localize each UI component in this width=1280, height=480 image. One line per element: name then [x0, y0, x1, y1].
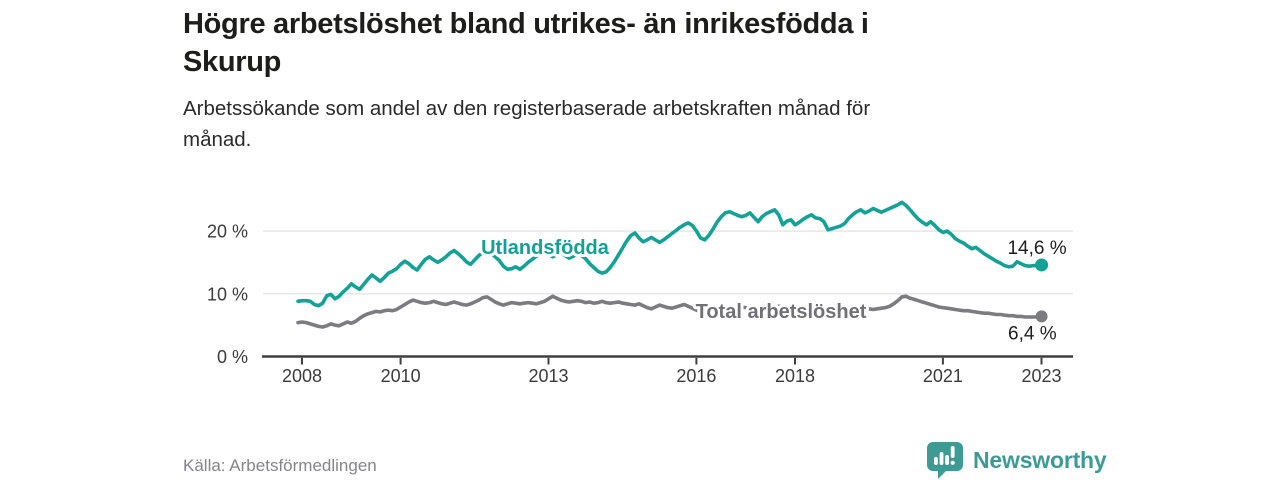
x-tick-label: 2010: [381, 366, 421, 386]
bar-chart-speech-bubble-icon: [926, 441, 964, 479]
page-title: Högre arbetslöshet bland utrikes- än inr…: [183, 8, 869, 78]
source-note: Källa: Arbetsförmedlingen: [183, 456, 377, 475]
x-tick-label: 2008: [282, 366, 322, 386]
y-tick-label: 20 %: [207, 222, 248, 242]
series-label-total-arbetsloshet: Total arbetslöshet: [696, 301, 867, 323]
end-value-label-utlandsfodda: 14,6 %: [1007, 238, 1066, 259]
brand-name: Newsworthy: [973, 446, 1107, 473]
end-value-label-total-arbetsloshet: 6,4 %: [1008, 323, 1057, 344]
newsworthy-logo: Newsworthy: [926, 441, 1107, 479]
x-tick-label: 2023: [1021, 366, 1061, 386]
page-subtitle: Arbetssökande som andel av den registerb…: [183, 97, 871, 151]
series-label-utlandsfodda: Utlandsfödda: [481, 237, 610, 259]
x-tick-label: 2016: [676, 366, 716, 386]
end-dot-utlandsfodda: [1035, 258, 1049, 272]
x-tick-label: 2018: [775, 366, 815, 386]
y-tick-label: 0 %: [217, 347, 248, 367]
y-tick-label: 10 %: [207, 284, 248, 304]
series-line-total-arbetsloshet: [296, 294, 1044, 329]
x-tick-label: 2021: [923, 366, 963, 386]
x-tick-label: 2013: [528, 366, 568, 386]
end-dot-total-arbetsloshet: [1035, 310, 1048, 323]
series-line-utlandsfodda: [296, 200, 1044, 308]
